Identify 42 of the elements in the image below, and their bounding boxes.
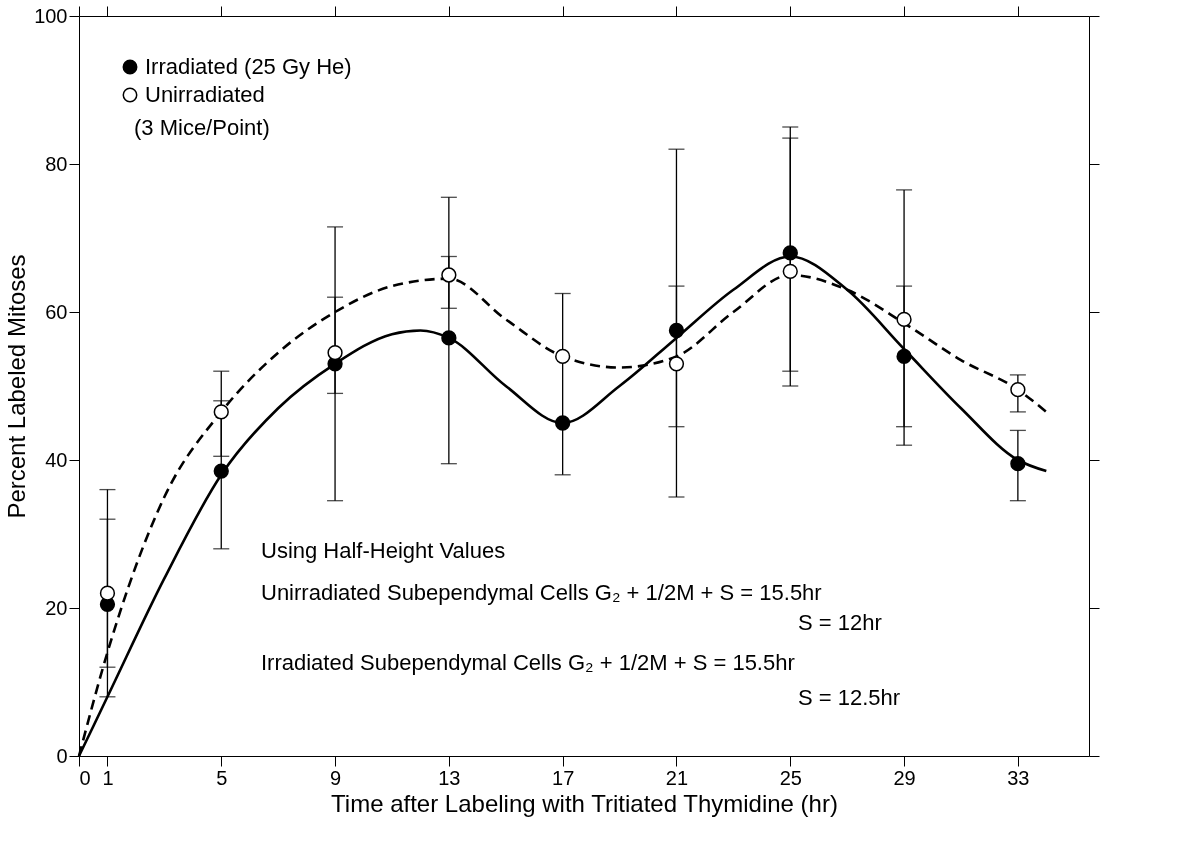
annotation: S = 12.5hr [798, 685, 901, 710]
x-tick-label: 5 [216, 766, 228, 789]
x-axis-title: Time after Labeling with Tritiated Thymidine (hr) [331, 789, 838, 817]
x-tick-label: 17 [552, 766, 575, 789]
y-tick-label: 60 [45, 300, 68, 323]
x-tick-label: 1 [102, 766, 114, 789]
point [896, 348, 912, 365]
y-tick-label: 100 [34, 4, 68, 27]
x-tick-label: 33 [1007, 766, 1030, 789]
legend-label: Unirradiated [145, 82, 265, 107]
point [782, 245, 798, 261]
x-tick-label: 29 [893, 766, 916, 789]
point [896, 311, 912, 328]
point [1010, 456, 1026, 472]
x-tick-label: 9 [329, 766, 342, 789]
annotation: (3 Mice/Point) [134, 115, 270, 140]
point [213, 463, 229, 479]
point [555, 415, 571, 431]
point [441, 330, 457, 346]
y-axis-title: Percent Labeled Mitoses [3, 254, 31, 519]
point [668, 356, 685, 372]
x-tick-label: 25 [779, 766, 802, 789]
point [99, 585, 116, 601]
annotation: S = 12hr [798, 610, 882, 635]
point [668, 322, 685, 339]
point [555, 348, 571, 365]
point [441, 267, 457, 283]
annotation: Unirradiated Subependymal Cells G₂ + 1/2M + S = 15.5hr [261, 580, 822, 605]
x-tick-label: 13 [438, 766, 461, 789]
legend-label: Irradiated (25 Gy He) [145, 54, 352, 79]
x-tick-label: 21 [665, 766, 689, 789]
annotation: Irradiated Subependymal Cells G₂ + 1/2M + S = 15.5hr [261, 650, 795, 675]
point [327, 345, 343, 361]
y-tick-label: 20 [45, 596, 68, 619]
y-tick-label: 0 [56, 744, 68, 767]
point [213, 404, 229, 420]
y-tick-label: 80 [45, 152, 68, 175]
point [782, 263, 798, 279]
x-tick-label: 0 [79, 766, 91, 789]
point [1010, 382, 1026, 398]
y-tick-label: 40 [45, 448, 68, 471]
annotation: Using Half-Height Values [261, 538, 506, 563]
